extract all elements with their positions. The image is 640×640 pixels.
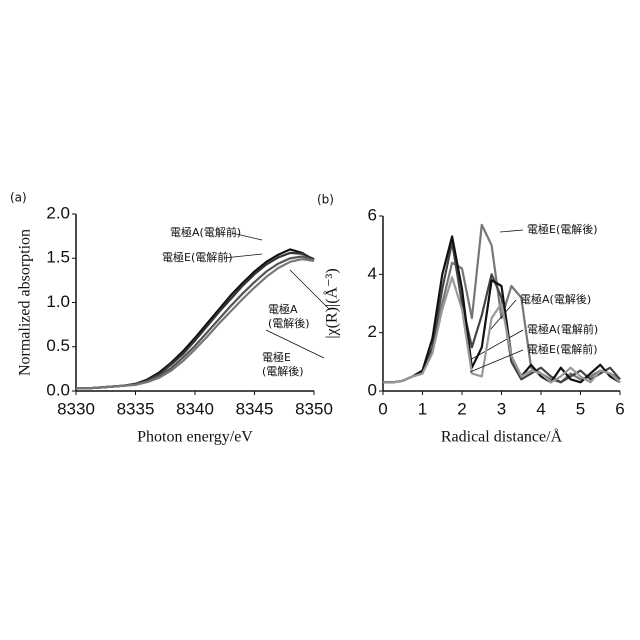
series-label: 電極A(電解前)	[170, 225, 241, 239]
x-tick-label: 8340	[176, 399, 214, 418]
series-label: 電極E(電解後)	[262, 350, 304, 378]
x-tick-label: 1	[418, 399, 427, 418]
x-tick-label: 6	[615, 399, 624, 418]
y-tick-label: 2.0	[46, 203, 70, 222]
y-tick-label: 6	[368, 205, 377, 224]
y-tick-label: 0	[368, 380, 377, 399]
x-tick-label: 3	[497, 399, 506, 418]
series-label: 電極A(電解後)	[268, 302, 310, 330]
leader-line	[500, 230, 523, 232]
series-label: 電極A(電解後)	[520, 292, 591, 306]
y-tick-label: 1.0	[46, 292, 70, 311]
y-tick-label: 0.5	[46, 336, 70, 355]
x-axis-label: Photon energy/eV	[137, 429, 253, 446]
x-tick-label: 8335	[117, 399, 155, 418]
y-tick-label: 4	[368, 264, 377, 283]
y-tick-label: 1.5	[46, 248, 70, 267]
x-axis-label: Radical distance/Å	[441, 428, 563, 446]
figure: (a) 8330 8335 8340 8345 8350 0.0 0.5 1.0 1.5 2.0 Ph…	[0, 0, 640, 640]
x-tick-label: 8345	[236, 399, 274, 418]
x-tick-label: 5	[576, 399, 585, 418]
x-tick-label: 8330	[57, 399, 95, 418]
series-label: 電極E(電解後)	[527, 222, 598, 236]
series-label: 電極E(電解前)	[162, 250, 233, 264]
x-tick-label: 4	[536, 399, 545, 418]
x-tick-label: 2	[457, 399, 466, 418]
x-tick-label: 8350	[295, 399, 333, 418]
y-axis-label: |χ(R)|(Å⁻³)	[323, 268, 341, 338]
series-label: 電極A(電解前)	[527, 322, 598, 336]
leader-line	[470, 330, 523, 360]
panel-label: (b)	[317, 193, 334, 207]
x-tick-label: 0	[378, 399, 387, 418]
y-tick-label: 0.0	[46, 380, 70, 399]
y-axis-label: Normalized absorption	[17, 229, 34, 376]
series-label: 電極E(電解前)	[527, 342, 598, 356]
y-tick-label: 2	[368, 322, 377, 341]
panel-label: (a)	[10, 191, 27, 205]
